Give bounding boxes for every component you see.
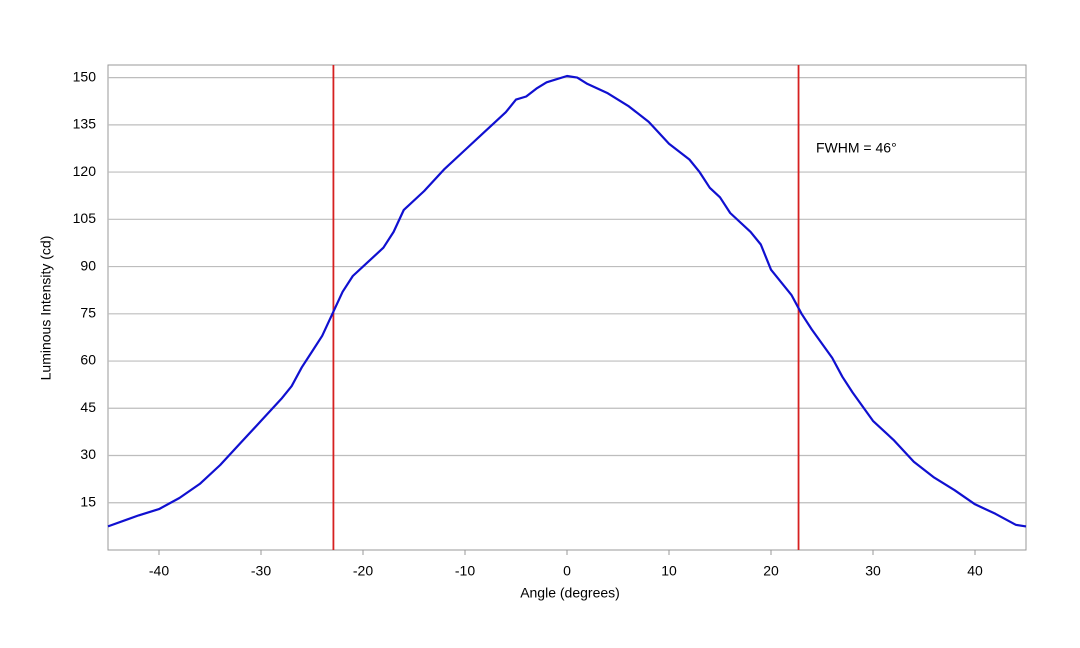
y-tick-label: 150 [73,68,97,84]
y-tick-label: 30 [80,446,96,462]
y-tick-label: 45 [80,399,96,415]
annotation: FWHM = 46° [816,140,897,156]
plot-area [107,64,1027,551]
y-tick-label: 60 [80,352,96,368]
x-tick-label: 0 [563,563,571,579]
y-tick-label: 120 [73,163,97,179]
x-tick-label: -30 [251,563,271,579]
x-axis-label: Angle (degrees) [520,585,620,601]
y-axis-label: Luminous Intensity (cd) [38,236,54,381]
y-tick-label: 90 [80,257,96,273]
x-tick-label: 40 [967,563,983,579]
y-tick-label: 15 [80,493,96,509]
y-tick-label: 105 [73,210,97,226]
x-tick-label: -40 [149,563,169,579]
y-tick-label: 135 [73,116,97,132]
y-tick-label: 75 [80,305,96,321]
x-tick-label: 30 [865,563,881,579]
x-tick-label: 10 [661,563,677,579]
intensity-curve [107,74,1027,528]
x-tick-label: -10 [455,563,475,579]
x-tick-label: -20 [353,563,373,579]
x-tick-label: 20 [763,563,779,579]
